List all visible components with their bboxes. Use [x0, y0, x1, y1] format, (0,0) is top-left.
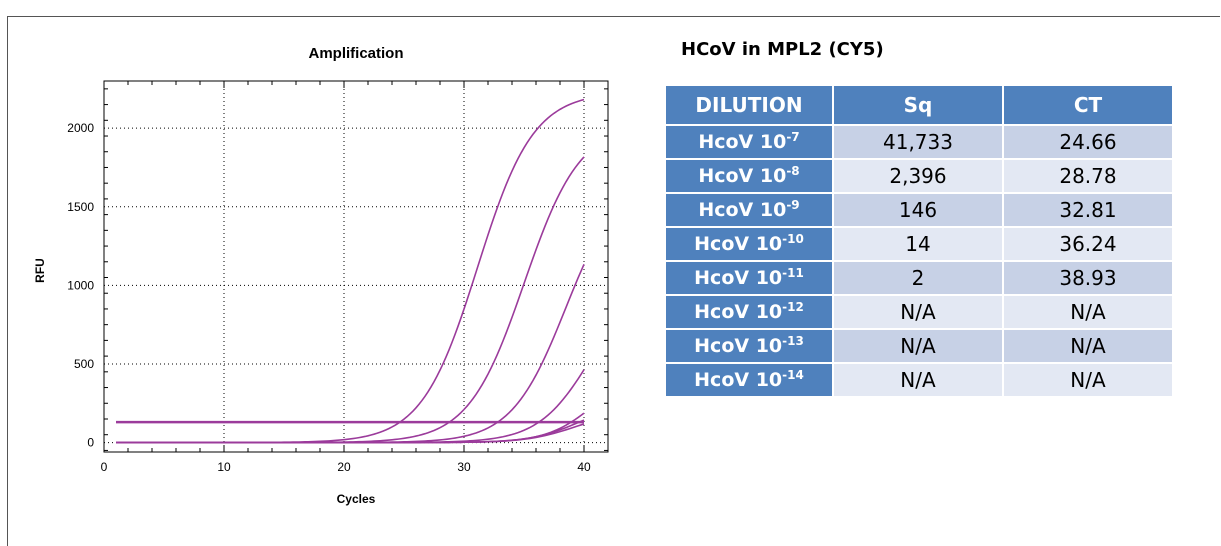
dilution-cell: HcoV 10-10 — [665, 227, 833, 261]
table-title: HCoV in MPL2 (CY5) — [681, 39, 884, 60]
table-row: HcoV 10-741,73324.66 — [665, 125, 1173, 159]
table-row: HcoV 10-914632.81 — [665, 193, 1173, 227]
dilution-exponent: -12 — [782, 300, 804, 314]
sq-cell: 2 — [833, 261, 1003, 295]
table-row: HcoV 10-14N/AN/A — [665, 363, 1173, 397]
dilution-exponent: -9 — [786, 198, 799, 212]
header-sq: Sq — [833, 85, 1003, 125]
x-tick-label: 30 — [457, 460, 471, 474]
dilution-exponent: -7 — [786, 130, 799, 144]
y-tick-label: 0 — [87, 436, 94, 450]
sq-cell: N/A — [833, 295, 1003, 329]
x-tick-label: 20 — [337, 460, 351, 474]
table-row: HcoV 10-13N/AN/A — [665, 329, 1173, 363]
dilution-base: HcoV 10 — [698, 199, 786, 221]
dilution-table: DILUTION Sq CT HcoV 10-741,73324.66HcoV … — [664, 84, 1174, 398]
chart-title: Amplification — [308, 45, 403, 62]
dilution-cell: HcoV 10-9 — [665, 193, 833, 227]
ct-cell: N/A — [1003, 329, 1173, 363]
y-tick-label: 2000 — [67, 121, 94, 135]
table-row: HcoV 10-82,39628.78 — [665, 159, 1173, 193]
dilution-exponent: -10 — [782, 232, 804, 246]
dilution-base: HcoV 10 — [694, 301, 782, 323]
ct-cell: 32.81 — [1003, 193, 1173, 227]
y-tick-label: 1000 — [67, 278, 94, 292]
dilution-base: HcoV 10 — [694, 233, 782, 255]
dilution-exponent: -11 — [782, 266, 804, 280]
dilution-exponent: -13 — [782, 334, 804, 348]
table-row: HcoV 10-12N/AN/A — [665, 295, 1173, 329]
dilution-base: HcoV 10 — [698, 165, 786, 187]
ct-cell: 28.78 — [1003, 159, 1173, 193]
sq-cell: 41,733 — [833, 125, 1003, 159]
chart-svg: 0 10 20 30 40 0 500 1000 1500 2000 Amplification Cy… — [0, 0, 640, 533]
sq-cell: 14 — [833, 227, 1003, 261]
dilution-cell: HcoV 10-14 — [665, 363, 833, 397]
sq-cell: 146 — [833, 193, 1003, 227]
dilution-exponent: -8 — [786, 164, 799, 178]
header-dilution: DILUTION — [665, 85, 833, 125]
ct-cell: N/A — [1003, 363, 1173, 397]
sq-cell: 2,396 — [833, 159, 1003, 193]
dilution-base: HcoV 10 — [694, 267, 782, 289]
ct-cell: 24.66 — [1003, 125, 1173, 159]
dilution-cell: HcoV 10-7 — [665, 125, 833, 159]
sq-cell: N/A — [833, 363, 1003, 397]
ct-cell: 38.93 — [1003, 261, 1173, 295]
x-tick-label: 40 — [577, 460, 591, 474]
ct-cell: 36.24 — [1003, 227, 1173, 261]
dilution-cell: HcoV 10-8 — [665, 159, 833, 193]
x-tick-label: 0 — [101, 460, 108, 474]
table-row: HcoV 10-101436.24 — [665, 227, 1173, 261]
dilution-exponent: -14 — [782, 368, 804, 382]
y-tick-label: 1500 — [67, 200, 94, 214]
dilution-base: HcoV 10 — [694, 335, 782, 357]
header-ct: CT — [1003, 85, 1173, 125]
dilution-base: HcoV 10 — [694, 369, 782, 391]
dilution-base: HcoV 10 — [698, 131, 786, 153]
x-axis-label: Cycles — [337, 492, 376, 506]
dilution-cell: HcoV 10-11 — [665, 261, 833, 295]
x-tick-label: 10 — [217, 460, 231, 474]
amplification-chart: 0 10 20 30 40 0 500 1000 1500 2000 Amplification Cy… — [0, 0, 640, 533]
y-tick-label: 500 — [74, 357, 94, 371]
table-row: HcoV 10-11238.93 — [665, 261, 1173, 295]
ct-cell: N/A — [1003, 295, 1173, 329]
dilution-cell: HcoV 10-12 — [665, 295, 833, 329]
plot-area — [104, 81, 608, 452]
table-header-row: DILUTION Sq CT — [665, 85, 1173, 125]
y-axis-label: RFU — [33, 258, 47, 283]
dilution-cell: HcoV 10-13 — [665, 329, 833, 363]
sq-cell: N/A — [833, 329, 1003, 363]
